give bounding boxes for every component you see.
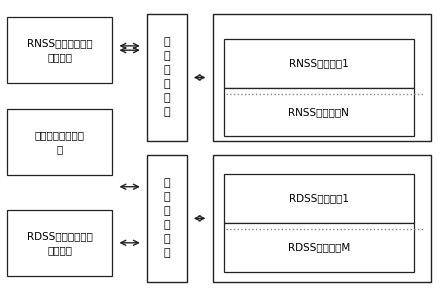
Text: RDSS跟踪通道1: RDSS跟踪通道1	[289, 193, 349, 203]
FancyBboxPatch shape	[224, 223, 414, 272]
FancyBboxPatch shape	[224, 39, 414, 88]
Text: 第
二
仲
裁
模
块: 第 二 仲 裁 模 块	[163, 178, 170, 258]
FancyBboxPatch shape	[7, 109, 112, 175]
FancyBboxPatch shape	[147, 14, 187, 141]
Text: RNSS跟踪通道1: RNSS跟踪通道1	[289, 58, 349, 68]
Text: RNSS跟踪通道N: RNSS跟踪通道N	[288, 107, 349, 117]
FancyBboxPatch shape	[7, 17, 112, 83]
FancyBboxPatch shape	[224, 174, 414, 223]
FancyBboxPatch shape	[147, 155, 187, 282]
Text: 第
一
仲
裁
模
块: 第 一 仲 裁 模 块	[163, 38, 170, 117]
FancyBboxPatch shape	[224, 88, 414, 137]
Text: RDSS跟踪通道M: RDSS跟踪通道M	[288, 242, 350, 252]
FancyBboxPatch shape	[213, 14, 431, 141]
Text: RDSS基带闭环处理
逻辑单元: RDSS基带闭环处理 逻辑单元	[27, 231, 93, 255]
FancyBboxPatch shape	[7, 210, 112, 276]
FancyBboxPatch shape	[213, 155, 431, 282]
Text: 处理器环路处理单
元: 处理器环路处理单 元	[35, 130, 85, 154]
Text: RNSS基带闭环处理
逻辑单元: RNSS基带闭环处理 逻辑单元	[27, 38, 93, 62]
